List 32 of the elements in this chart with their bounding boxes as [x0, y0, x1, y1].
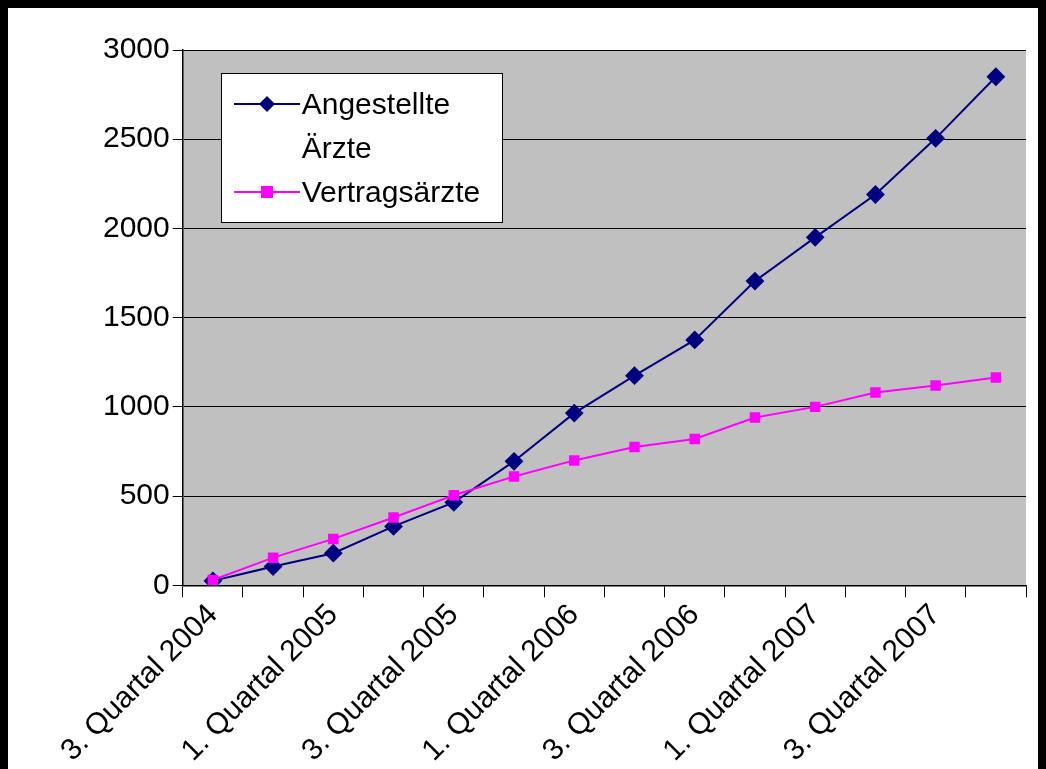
point	[625, 366, 644, 385]
point	[569, 455, 580, 466]
point	[990, 372, 1002, 383]
point	[870, 387, 881, 398]
point	[986, 67, 1005, 86]
point	[505, 452, 524, 471]
y-tick-label: 500	[119, 477, 170, 511]
y-tick-label: 1500	[102, 298, 170, 332]
point	[809, 401, 821, 413]
point	[629, 441, 640, 453]
y-tick-label: 2500	[102, 120, 170, 154]
point	[926, 129, 945, 148]
point	[324, 544, 343, 563]
point	[930, 380, 941, 391]
y-tick-label: 3000	[102, 31, 170, 65]
point	[388, 512, 399, 523]
point	[685, 330, 704, 349]
point	[508, 471, 520, 482]
point	[267, 552, 279, 563]
point	[689, 433, 700, 445]
y-tick-label: 1000	[102, 388, 170, 422]
legend-label: Vertragsärzte	[301, 174, 481, 210]
y-tick-label: 2000	[102, 209, 170, 243]
legend-label: Angestellte Ärzte	[301, 86, 452, 166]
point	[448, 489, 460, 501]
point	[749, 412, 761, 423]
point	[866, 185, 885, 204]
y-tick-label: 0	[153, 566, 170, 600]
point	[328, 533, 339, 545]
point	[745, 272, 764, 291]
point	[565, 404, 584, 423]
point	[806, 228, 825, 247]
